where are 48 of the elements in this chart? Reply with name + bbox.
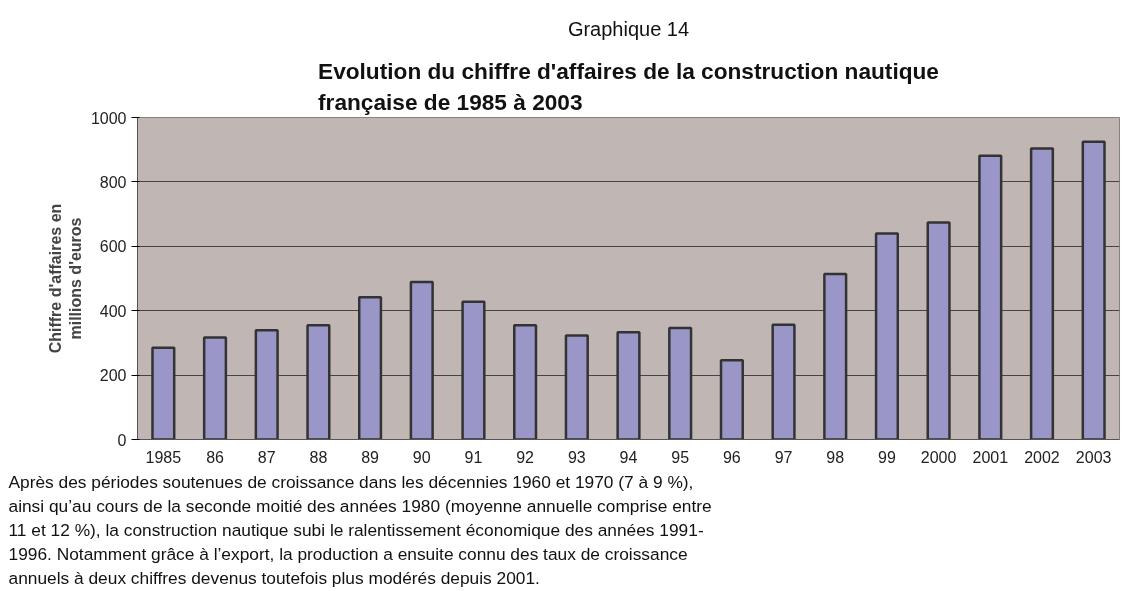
x-tick-label: 1985	[145, 448, 182, 466]
bar	[823, 272, 848, 440]
x-tick-label: 98	[826, 448, 845, 466]
y-tick-label: 600	[99, 238, 127, 256]
x-tick-label: 92	[516, 448, 535, 466]
text: Après des périodes soutenues de croissance dans les décennies 1960 et 1970 (7 à 9 %), ainsi qu’au cours de la seconde moitié des années 1980 (moyenne annuelle comprise entre 11 et 12 %), la construction nautique subi le ralentissement économique des années 1991- 1996. Notamment grâce à l’export, la production a ensuite connu des taux de croissance annuels à deux chiffres devenus toutefois plus modérés depuis 2001.	[8, 471, 712, 588]
x-tick-label: 94	[619, 448, 638, 466]
x-tick-label: 91	[464, 448, 483, 466]
bar	[409, 280, 434, 440]
x-tick-label: 86	[206, 448, 225, 466]
bar	[1081, 140, 1106, 440]
bar	[151, 346, 176, 440]
y-tick-label: 400	[99, 302, 127, 320]
x-tick-label: 88	[309, 448, 328, 466]
x-tick-label: 2002	[1024, 448, 1060, 466]
bar	[254, 329, 279, 440]
x-tick-label: 2000	[920, 448, 957, 466]
x-tick-label: 2001	[972, 448, 1009, 466]
x-tick-label: 87	[257, 448, 276, 466]
bar	[202, 336, 228, 440]
bar	[771, 323, 796, 440]
bar	[513, 323, 538, 440]
x-tick-label: 96	[722, 448, 741, 466]
x-tick-label: 93	[567, 448, 586, 466]
x-tick-label: 99	[878, 448, 896, 466]
bar	[306, 323, 331, 440]
bar	[719, 359, 744, 440]
bar	[926, 221, 951, 440]
x-tick-label: 90	[412, 448, 431, 466]
bar	[564, 334, 589, 440]
y-tick-label: 200	[99, 367, 127, 385]
bar	[1029, 147, 1055, 440]
x-tick-label: 2003	[1075, 448, 1112, 466]
x-tick-label: 89	[361, 448, 380, 466]
y-tick-label: 800	[99, 173, 127, 191]
bar	[978, 154, 1003, 440]
bar	[461, 300, 486, 440]
bar	[357, 295, 383, 440]
bar	[616, 331, 641, 440]
bar	[874, 232, 900, 440]
x-tick-label: 95	[671, 448, 690, 466]
y-tick-label: 1000	[90, 109, 127, 127]
x-tick-label: 97	[774, 448, 793, 466]
y-tick-label: 0	[117, 431, 127, 449]
chart-title: Graphique 14	[567, 17, 690, 40]
y-axis-title: Chiffre d'affaires en millions d'euros	[46, 203, 84, 354]
chart-subtitle: Evolution du chiffre d'affaires de la construction nautique française de 1985 à 2003	[318, 58, 939, 116]
bar	[668, 326, 693, 440]
